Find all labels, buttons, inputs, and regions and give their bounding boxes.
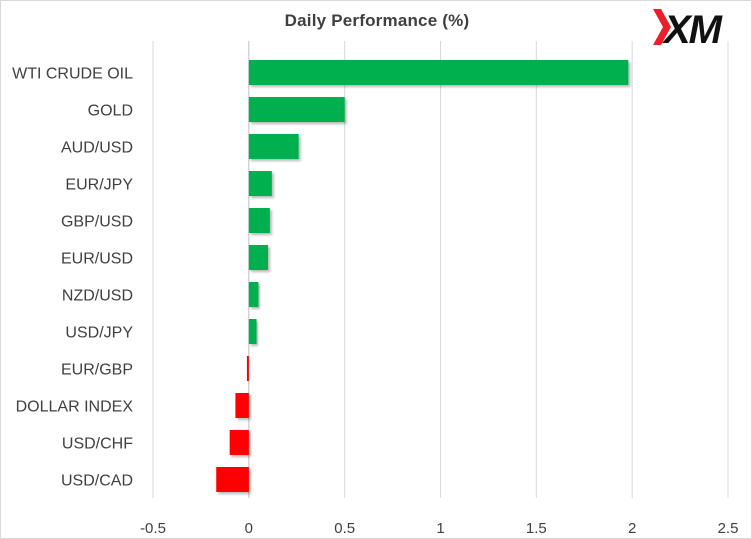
bar <box>246 356 249 381</box>
category-label: NZD/USD <box>62 288 133 305</box>
bar <box>248 171 272 196</box>
bar <box>229 430 249 455</box>
x-tick-label: 1 <box>436 520 444 537</box>
logo-accent-chevron <box>653 9 671 45</box>
bar <box>248 245 268 270</box>
xm-logo-graphic: XM <box>653 8 726 52</box>
category-label: EUR/USD <box>61 251 133 268</box>
category-label: USD/CAD <box>61 473 133 490</box>
bar <box>248 97 345 122</box>
x-tick-label: -0.5 <box>140 520 166 537</box>
category-label: GOLD <box>88 103 133 120</box>
category-label: USD/JPY <box>65 325 133 342</box>
x-tick-label: 0.5 <box>334 520 355 537</box>
x-tick-label: 0 <box>245 520 253 537</box>
bar <box>248 60 629 85</box>
bar <box>248 134 299 159</box>
x-tick-label: 2.5 <box>718 520 739 537</box>
x-tick-label: 2 <box>628 520 636 537</box>
category-label: GBP/USD <box>61 214 133 231</box>
category-label: WTI CRUDE OIL <box>12 66 133 83</box>
xm-logo: XM <box>647 5 747 52</box>
bar <box>248 208 270 233</box>
bar <box>235 393 249 418</box>
logo-text: XM <box>662 8 724 51</box>
category-label: AUD/USD <box>61 140 133 157</box>
category-label: EUR/JPY <box>65 177 133 194</box>
bar <box>248 319 257 344</box>
category-label: DOLLAR INDEX <box>16 399 134 416</box>
chart-title: Daily Performance (%) <box>284 11 470 30</box>
bar <box>216 467 249 492</box>
x-tick-label: 1.5 <box>526 520 547 537</box>
bar <box>248 282 259 307</box>
category-label: EUR/GBP <box>61 362 133 379</box>
category-label: USD/CHF <box>62 436 133 453</box>
